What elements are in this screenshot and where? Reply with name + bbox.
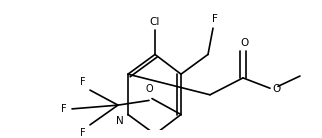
Text: O: O: [145, 84, 153, 94]
Text: O: O: [272, 84, 280, 94]
Text: Cl: Cl: [150, 17, 160, 27]
Text: O: O: [241, 38, 249, 48]
Text: F: F: [80, 77, 86, 87]
Text: F: F: [212, 14, 218, 24]
Text: N: N: [116, 116, 124, 126]
Text: F: F: [80, 128, 86, 138]
Text: F: F: [62, 104, 67, 114]
